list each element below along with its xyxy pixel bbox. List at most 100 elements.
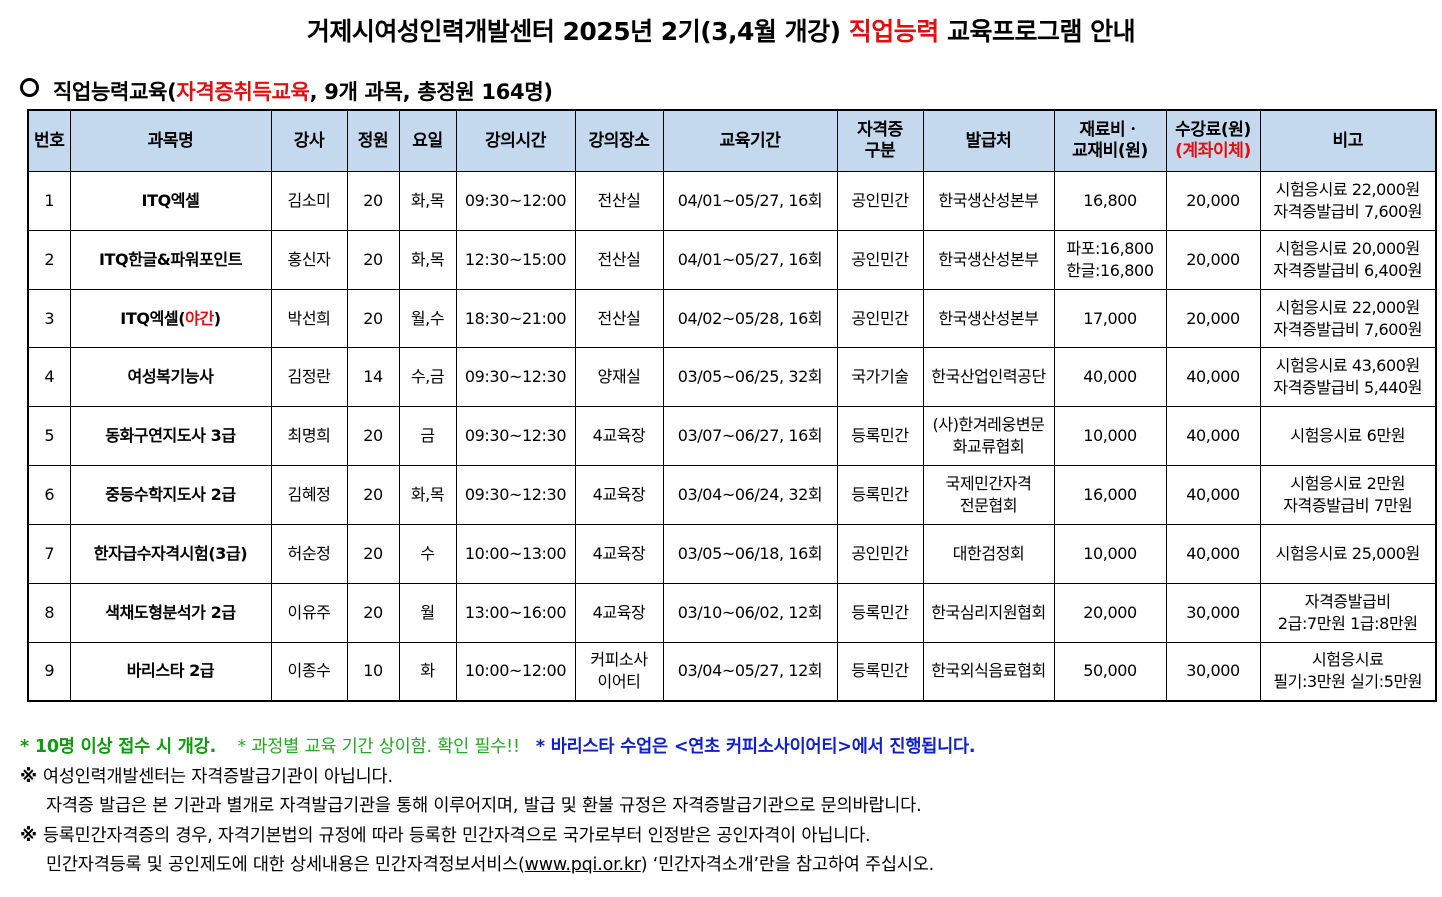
cell-material-fee: 20,000	[1053, 582, 1167, 643]
cell-teacher: 이종수	[270, 641, 348, 702]
cell-period: 04/01~05/27, 16회	[662, 229, 838, 290]
cell-days: 월,수	[398, 288, 457, 349]
header-course: 과목명	[69, 109, 272, 172]
cell-place: 4교육장	[574, 406, 664, 467]
cell-no: 6	[27, 465, 71, 525]
header-remarks: 비고	[1259, 109, 1437, 172]
cell-capacity: 20	[346, 523, 400, 584]
section-highlight: 자격증취득교육	[176, 80, 310, 104]
table-row: 3 ITQ엑셀(야간) 박선희 20 월,수 18:30~21:00 전산실 04/02~05…	[27, 288, 1437, 349]
cell-place: 전산실	[574, 171, 664, 231]
course-table: 번호 과목명 강사 정원 요일 강의시간 강의장소 교육기간 자격증 구분 발급처…	[27, 109, 1437, 702]
header-fee: 수강료(원) (계좌이체)	[1165, 109, 1261, 172]
table-row: 8 색채도형분석가 2급 이유주 20 월 13:00~16:00 4교육장 03/10~06…	[27, 582, 1437, 643]
cell-cert-type: 공인민간	[836, 523, 924, 584]
page-title: 거제시여성인력개발센터 2025년 2기(3,4월 개강) 직업능력 교육프로그…	[0, 12, 1442, 48]
note-barista-location: * 바리스타 수업은 <연초 커피소사이어티>에서 진행됩니다.	[535, 737, 976, 757]
cell-course: 여성복기능사	[69, 347, 272, 408]
table-row: 2 ITQ한글&파워포인트 홍신자 20 화,목 12:30~15:00 전산실 04/01~…	[27, 229, 1437, 290]
cell-capacity: 20	[346, 171, 400, 231]
cell-issuer: 국제민간자격 전문협회	[922, 465, 1055, 525]
cell-period: 03/04~05/27, 12회	[662, 641, 838, 702]
cell-capacity: 20	[346, 582, 400, 643]
cell-material-fee: 16,000	[1053, 465, 1167, 525]
cell-issuer: 한국생산성본부	[922, 288, 1055, 349]
notes-line-4: ※ 등록민간자격증의 경우, 자격기본법의 규정에 따라 등록한 민간자격으로 국…	[20, 822, 1420, 852]
title-highlight: 직업능력	[848, 17, 940, 46]
cell-capacity: 14	[346, 347, 400, 408]
header-cert-type: 자격증 구분	[836, 109, 924, 172]
cell-course: 중등수학지도사 2급	[69, 465, 272, 525]
cell-tuition: 40,000	[1165, 523, 1261, 584]
cell-remarks: 자격증발급비 2급:7만원 1급:8만원	[1259, 582, 1437, 643]
cell-time: 09:30~12:30	[455, 406, 576, 467]
notes-line-5: 민간자격등록 및 공인제도에 대한 상세내용은 민간자격정보서비스(www.pq…	[46, 855, 934, 875]
section-text: 직업능력교육(	[53, 80, 177, 104]
cell-time: 10:00~13:00	[455, 523, 576, 584]
cell-place: 4교육장	[574, 582, 664, 643]
cell-issuer: (사)한겨레웅변문 화교류협회	[922, 406, 1055, 467]
cell-days: 화,목	[398, 171, 457, 231]
cell-tuition: 40,000	[1165, 465, 1261, 525]
cell-place: 4교육장	[574, 465, 664, 525]
note-opening-condition: * 10명 이상 접수 시 개강.	[20, 737, 217, 757]
cell-time: 18:30~21:00	[455, 288, 576, 349]
cell-cert-type: 공인민간	[836, 229, 924, 290]
note-not-issuer: 여성인력개발센터는 자격증발급기관이 아닙니다.	[42, 766, 393, 787]
header-period: 교육기간	[662, 109, 838, 172]
cell-period: 04/02~05/28, 16회	[662, 288, 838, 349]
cell-cert-type: 국가기술	[836, 347, 924, 408]
cell-tuition: 20,000	[1165, 288, 1261, 349]
cell-capacity: 20	[346, 288, 400, 349]
cell-issuer: 한국생산성본부	[922, 171, 1055, 231]
cell-material-fee: 파포:16,800 한글:16,800	[1053, 229, 1167, 290]
note-private-cert: 등록민간자격증의 경우, 자격기본법의 규정에 따라 등록한 민간자격으로 국가…	[42, 825, 871, 846]
cell-days: 수	[398, 523, 457, 584]
cell-capacity: 20	[346, 406, 400, 467]
cell-course: 바리스타 2급	[69, 641, 272, 702]
cell-teacher: 박선희	[270, 288, 348, 349]
cell-days: 화,목	[398, 229, 457, 290]
notes-line-2: ※ 여성인력개발센터는 자격증발급기관이 아닙니다.	[20, 763, 1420, 793]
title-text-end: 교육프로그램 안내	[938, 17, 1136, 46]
cell-tuition: 20,000	[1165, 229, 1261, 290]
cell-place: 커피소사 이어티	[574, 641, 664, 702]
table-row: 5 동화구연지도사 3급 최명희 20 금 09:30~12:30 4교육장 03/07~06…	[27, 406, 1437, 467]
cell-days: 수,금	[398, 347, 457, 408]
table-row: 4 여성복기능사 김정란 14 수,금 09:30~12:30 양재실 03/05~06/25…	[27, 347, 1437, 408]
cell-capacity: 10	[346, 641, 400, 702]
cell-teacher: 김소미	[270, 171, 348, 231]
pqi-link[interactable]: www.pqi.or.kr	[524, 855, 641, 875]
cell-time: 09:30~12:30	[455, 465, 576, 525]
cell-tuition: 30,000	[1165, 641, 1261, 702]
cell-no: 5	[27, 406, 71, 467]
section-text-end: , 9개 과목, 총정원 164명)	[309, 80, 553, 104]
section-heading: 직업능력교육(자격증취득교육, 9개 과목, 총정원 164명)	[20, 76, 553, 106]
cell-material-fee: 50,000	[1053, 641, 1167, 702]
cell-cert-type: 등록민간	[836, 465, 924, 525]
header-issuer: 발급처	[922, 109, 1055, 172]
cell-material-fee: 16,800	[1053, 171, 1167, 231]
cell-teacher: 최명희	[270, 406, 348, 467]
table-row: 9 바리스타 2급 이종수 10 화 10:00~12:00 커피소사 이어티 03/04~05…	[27, 641, 1437, 702]
cell-period: 03/05~06/18, 16회	[662, 523, 838, 584]
cell-period: 03/05~06/25, 32회	[662, 347, 838, 408]
cell-remarks: 시험응시료 43,600원 자격증발급비 5,440원	[1259, 347, 1437, 408]
cell-time: 09:30~12:30	[455, 347, 576, 408]
cell-time: 09:30~12:00	[455, 171, 576, 231]
cell-no: 1	[27, 171, 71, 231]
cell-period: 03/07~06/27, 16회	[662, 406, 838, 467]
circle-bullet-icon	[20, 78, 39, 97]
cell-issuer: 한국산업인력공단	[922, 347, 1055, 408]
cell-remarks: 시험응시료 필기:3만원 실기:5만원	[1259, 641, 1437, 702]
cell-teacher: 김혜정	[270, 465, 348, 525]
cell-tuition: 30,000	[1165, 582, 1261, 643]
cell-no: 4	[27, 347, 71, 408]
cell-place: 전산실	[574, 288, 664, 349]
cell-issuer: 한국생산성본부	[922, 229, 1055, 290]
cell-remarks: 시험응시료 22,000원 자격증발급비 7,600원	[1259, 288, 1437, 349]
cell-place: 양재실	[574, 347, 664, 408]
cell-material-fee: 17,000	[1053, 288, 1167, 349]
cell-no: 8	[27, 582, 71, 643]
cell-remarks: 시험응시료 2만원 자격증발급비 7만원	[1259, 465, 1437, 525]
